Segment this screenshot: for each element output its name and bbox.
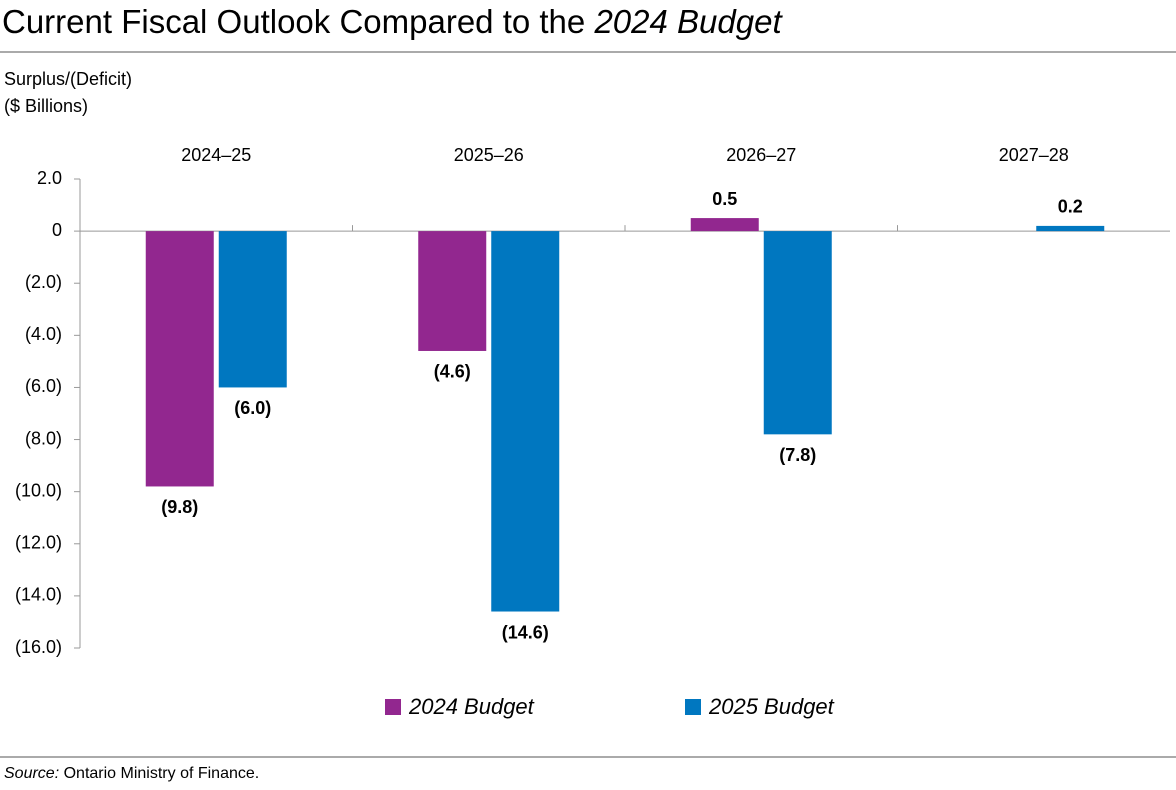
chart-title: Current Fiscal Outlook Compared to the 2… [2, 3, 783, 40]
y-axis-label: ($ Billions) [4, 96, 88, 116]
y-tick-label: (12.0) [15, 533, 62, 553]
bar [763, 231, 832, 435]
value-label: (14.6) [502, 622, 549, 642]
value-label: (4.6) [434, 362, 471, 382]
legend-swatch [385, 699, 401, 715]
y-tick-label: (16.0) [15, 637, 62, 657]
x-tick-label: 2025–26 [454, 145, 524, 165]
bar [218, 231, 287, 388]
y-tick-label: (8.0) [25, 428, 62, 448]
legend-label: 2025 Budget [708, 694, 835, 719]
value-label: (6.0) [234, 398, 271, 418]
y-tick-label: 0 [52, 220, 62, 240]
bar [1036, 225, 1105, 232]
bar [690, 218, 759, 232]
legend-swatch [685, 699, 701, 715]
bar [145, 231, 214, 487]
value-label: (7.8) [779, 445, 816, 465]
bar [491, 231, 560, 612]
x-tick-label: 2024–25 [181, 145, 251, 165]
value-label: 0.5 [712, 189, 737, 209]
y-tick-label: (2.0) [25, 272, 62, 292]
source-text: Ontario Ministry of Finance. [64, 765, 260, 782]
source-label: Source: [4, 765, 59, 782]
y-tick-label: (6.0) [25, 376, 62, 396]
y-axis-label: Surplus/(Deficit) [4, 69, 132, 89]
y-tick-label: (14.0) [15, 585, 62, 605]
x-tick-label: 2027–28 [999, 145, 1069, 165]
source: Source: Ontario Ministry of Finance. [4, 765, 259, 782]
x-tick-label: 2026–27 [726, 145, 796, 165]
value-label: 0.2 [1058, 197, 1083, 217]
bar [418, 231, 487, 351]
value-label: (9.8) [161, 497, 198, 517]
y-tick-label: (4.0) [25, 324, 62, 344]
title-text: Current Fiscal Outlook Compared to the [2, 3, 585, 40]
title-emphasis: 2024 Budget [593, 3, 783, 40]
y-tick-label: (10.0) [15, 480, 62, 500]
y-tick-label: 2.0 [37, 168, 62, 188]
legend-label: 2024 Budget [408, 694, 535, 719]
